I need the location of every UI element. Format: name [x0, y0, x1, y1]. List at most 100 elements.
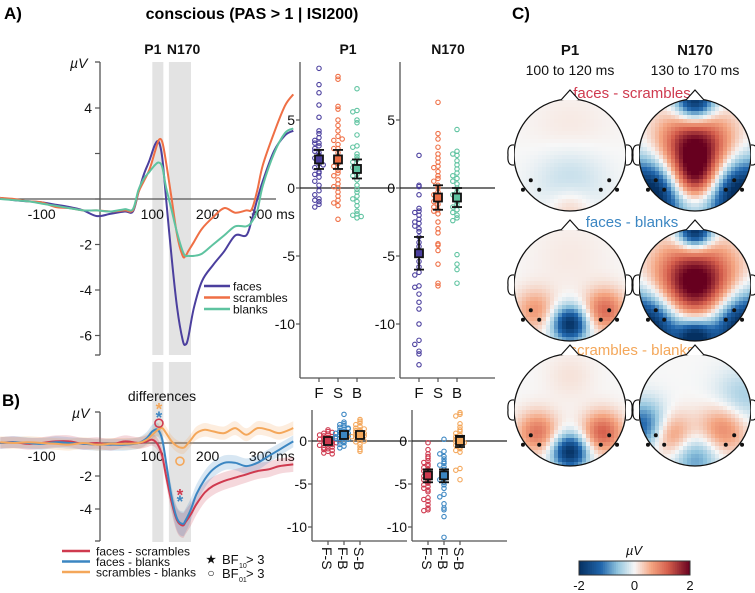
topomap-cell: [542, 143, 547, 148]
topomap-cell: [699, 203, 704, 208]
topomap-cell: [574, 289, 579, 294]
topomap-cell: [707, 333, 712, 338]
topomap-cell: [655, 442, 660, 447]
electrode-marker: [740, 442, 745, 447]
topomap-cell: [731, 273, 736, 278]
topomap-cell: [699, 454, 704, 459]
topomap-cell: [651, 261, 656, 266]
topomap-cell: [530, 115, 535, 120]
topomap-cell: [546, 195, 551, 200]
topomap-cell: [574, 99, 579, 104]
topomap-cell: [590, 241, 595, 246]
topomap-cell: [675, 414, 680, 419]
topomap-cell: [647, 406, 652, 411]
topomap-cell: [598, 410, 603, 415]
topomap-cell: [663, 321, 668, 326]
topomap-cell: [683, 147, 688, 152]
topomap-cell: [530, 402, 535, 407]
data-point: [435, 136, 441, 142]
topomap-cell: [574, 426, 579, 431]
topomap-cell: [687, 289, 692, 294]
topomap-cell: [530, 237, 535, 242]
topomap-cell: [639, 257, 644, 262]
topomap-cell: [667, 115, 672, 120]
topomap-cell: [566, 199, 571, 204]
topomap-cell: [566, 147, 571, 152]
data-point: [454, 207, 460, 213]
topomap-cell: [530, 123, 535, 128]
data-point: [331, 163, 337, 169]
topomap-cell: [526, 418, 531, 423]
topomap-cell: [522, 418, 527, 423]
topomap-cell: [574, 390, 579, 395]
topomap-cell: [514, 273, 519, 278]
topomap-cell: [687, 269, 692, 274]
topomap-cell: [707, 119, 712, 124]
topomap-cell: [719, 378, 724, 383]
topomap-cell: [598, 434, 603, 439]
topomap-cell: [727, 301, 732, 306]
topomap-cell: [711, 422, 716, 427]
topomap-cell: [514, 434, 519, 439]
topomap-cell: [570, 139, 575, 144]
topomap-cell: [643, 151, 648, 156]
topomap-cell: [546, 438, 551, 443]
topomap-cell: [687, 446, 692, 451]
topomap-cell: [747, 309, 751, 314]
topomap-cell: [739, 123, 744, 128]
topomap-cell: [594, 139, 599, 144]
topomap-cell: [534, 386, 539, 391]
topomap-cell: [691, 337, 696, 341]
topomap-cell: [691, 147, 696, 152]
topomap-cell: [639, 293, 644, 298]
y-tick-label: -5: [283, 248, 296, 264]
topomap-cell: [542, 301, 547, 306]
topomap-cell: [663, 135, 668, 140]
topomap-cell: [582, 333, 587, 338]
topomap-cell: [546, 107, 551, 112]
topomap-cell: [546, 422, 551, 427]
topomap-cell: [667, 434, 672, 439]
topomap-cell: [663, 265, 668, 270]
topomap-cell: [534, 111, 539, 116]
colorbar-cell: [684, 561, 687, 575]
topomap-cell: [538, 249, 543, 254]
topomap-cell: [683, 374, 688, 379]
topomap-cell: [663, 402, 668, 407]
topomap-cell: [570, 329, 575, 334]
topomap-cell: [558, 301, 563, 306]
topomap-cell: [550, 374, 555, 379]
topomap-cell: [671, 438, 676, 443]
topomap-cell: [735, 183, 740, 188]
topomap-cell: [558, 179, 563, 184]
topomap-cell: [558, 366, 563, 371]
topomap-cell: [618, 277, 623, 282]
topomap-cell: [655, 127, 660, 132]
topomap-cell: [667, 187, 672, 192]
topomap-cell: [659, 139, 664, 144]
topomap-cell: [618, 147, 623, 152]
topomap-cell: [550, 317, 555, 322]
topomap-cell: [679, 111, 684, 116]
topomap-cell: [562, 394, 567, 399]
topomap-cell: [663, 107, 668, 112]
topomap-cell: [538, 281, 543, 286]
topomap-cell: [578, 257, 583, 262]
topomap-cell: [542, 187, 547, 192]
topomap-cell: [699, 325, 704, 330]
topomap-cell: [683, 183, 688, 188]
topomap-cell: [699, 297, 704, 302]
topomap-cell: [606, 446, 611, 451]
topomap-cell: [743, 167, 748, 172]
topomap-cell: [586, 139, 591, 144]
topomap-cell: [546, 179, 551, 184]
topomap-cell: [711, 115, 716, 120]
topomap-cell: [699, 183, 704, 188]
topomap-cell: [731, 147, 736, 152]
topomap-cell: [606, 237, 611, 242]
topomap-cell: [667, 293, 672, 298]
topomap-cell: [530, 159, 535, 164]
topomap-cell: [679, 163, 684, 168]
topomap-cell: [679, 191, 684, 196]
